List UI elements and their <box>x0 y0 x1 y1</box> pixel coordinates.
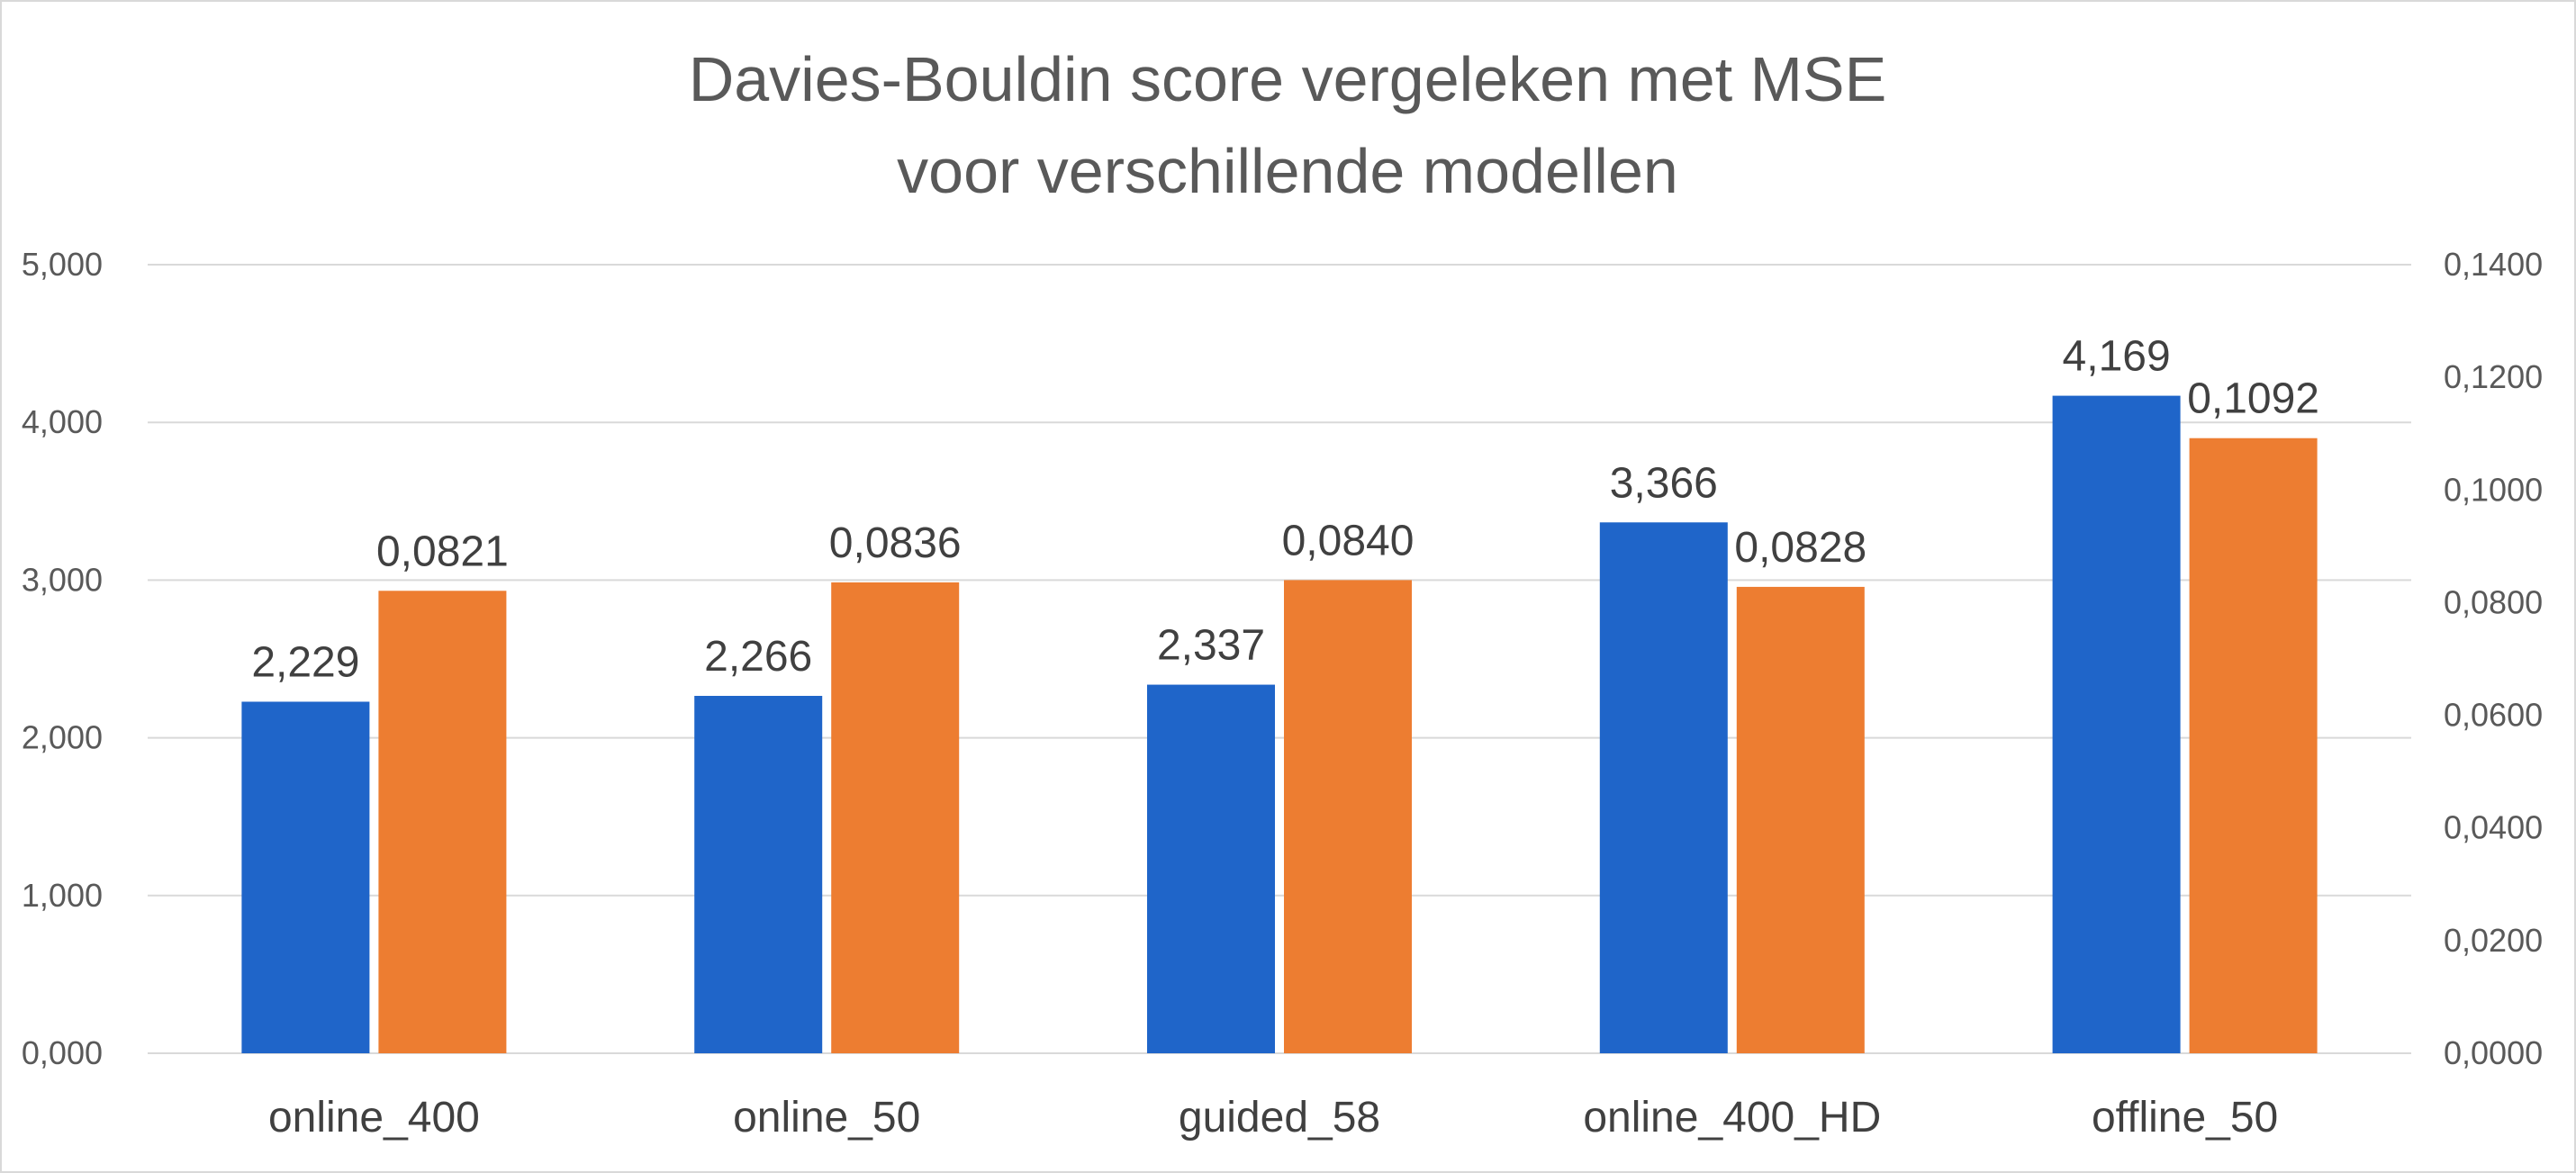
bars <box>241 395 2318 1054</box>
data-labels: 2,229 0,0821 2,266 0,0836 2,337 0,0840 3,366 0,… <box>251 333 2319 687</box>
data-label: 0,0828 <box>1734 524 1866 572</box>
right-tick-label: 0,0600 <box>2444 697 2543 734</box>
left-tick-label: 4,000 <box>22 403 103 440</box>
right-tick-label: 0,1400 <box>2444 246 2543 283</box>
bar-left-axis-guided-58 <box>1147 684 1275 1053</box>
bar-right-axis-offline-50 <box>2189 438 2318 1054</box>
left-tick-label: 1,000 <box>22 877 103 914</box>
chart-title: Davies-Bouldin score vergeleken met MSE … <box>689 44 1887 206</box>
bar-right-axis-online-400 <box>378 591 507 1053</box>
left-tick-label: 0,000 <box>22 1034 103 1071</box>
right-tick-label: 0,0000 <box>2444 1034 2543 1071</box>
right-tick-label: 0,1000 <box>2444 471 2543 508</box>
data-label: 2,266 <box>704 633 812 681</box>
right-tick-label: 0,1200 <box>2444 358 2543 395</box>
data-label: 4,169 <box>2063 333 2171 381</box>
category-label: online_400 <box>268 1094 480 1141</box>
data-label: 0,0840 <box>1282 517 1415 564</box>
bar-left-axis-online-400 <box>241 701 370 1053</box>
right-tick-label: 0,0400 <box>2444 809 2543 846</box>
chart-title-line-2: voor verschillende modellen <box>897 136 1678 206</box>
bar-right-axis-online-400-hd <box>1736 586 1865 1053</box>
data-label: 2,229 <box>251 638 359 686</box>
left-axis-ticks: 0,000 1,000 2,000 3,000 4,000 5,000 <box>22 246 103 1071</box>
category-label: offline_50 <box>2092 1094 2278 1141</box>
left-tick-label: 2,000 <box>22 719 103 756</box>
category-label: online_50 <box>733 1094 920 1141</box>
data-label: 2,337 <box>1157 622 1265 670</box>
chart-title-line-1: Davies-Bouldin score vergeleken met MSE <box>689 44 1887 114</box>
left-tick-label: 3,000 <box>22 561 103 598</box>
data-label: 0,1092 <box>2187 375 2319 423</box>
bar-right-axis-online-50 <box>831 582 960 1053</box>
category-labels: online_400 online_50 guided_58 online_400_H… <box>268 1094 2278 1141</box>
category-label: guided_58 <box>1179 1094 1380 1141</box>
data-label: 3,366 <box>1610 459 1718 507</box>
gridlines <box>148 264 2411 1054</box>
bar-right-axis-guided-58 <box>1284 580 1412 1053</box>
data-label: 0,0821 <box>376 528 509 575</box>
right-tick-label: 0,0200 <box>2444 922 2543 959</box>
bar-left-axis-online-400-hd <box>1599 522 1728 1053</box>
data-label: 0,0836 <box>829 519 962 567</box>
bar-left-axis-offline-50 <box>2052 395 2181 1053</box>
left-tick-label: 5,000 <box>22 246 103 283</box>
category-label: online_400_HD <box>1583 1094 1881 1141</box>
right-tick-label: 0,0800 <box>2444 583 2543 620</box>
right-axis-ticks: 0,0000 0,0200 0,0400 0,0600 0,0800 0,1000 0,12… <box>2444 246 2543 1071</box>
bar-left-axis-online-50 <box>694 695 823 1053</box>
